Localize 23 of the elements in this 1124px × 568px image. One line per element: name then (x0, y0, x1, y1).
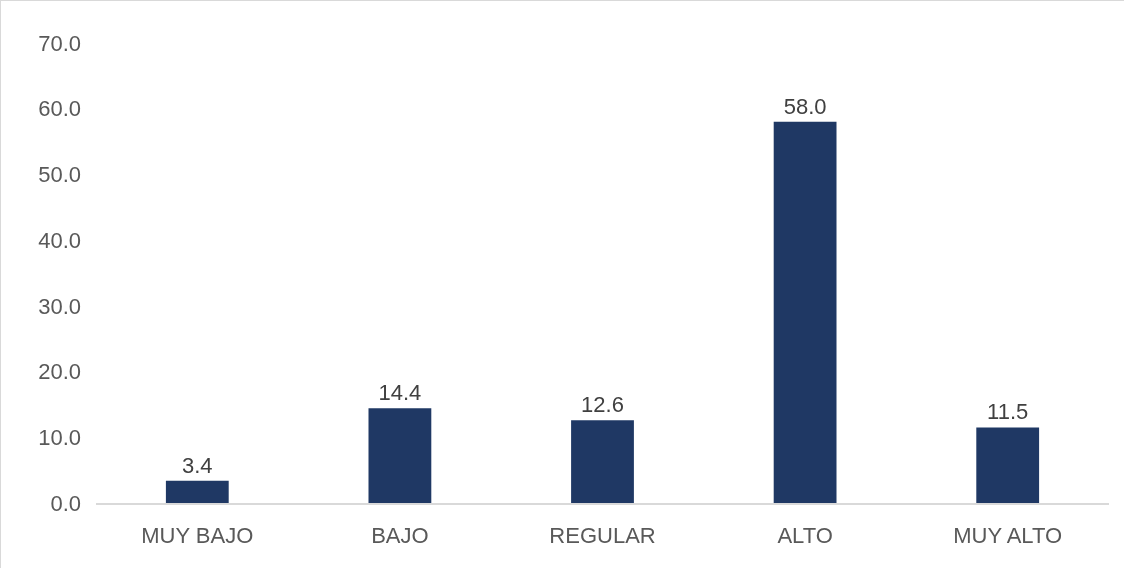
y-tick-label: 0.0 (50, 490, 81, 516)
x-tick-label: REGULAR (549, 523, 656, 549)
y-tick-label: 40.0 (38, 227, 81, 253)
bar (368, 408, 432, 503)
x-tick-label: ALTO (777, 523, 833, 549)
bar (773, 121, 837, 503)
y-tick-label: 20.0 (38, 359, 81, 385)
y-tick-label: 30.0 (38, 293, 81, 319)
data-label: 11.5 (987, 399, 1029, 425)
y-tick-label: 10.0 (38, 424, 81, 450)
data-label: 12.6 (581, 392, 624, 418)
y-tick-label: 60.0 (38, 96, 81, 122)
data-label: 58.0 (783, 93, 827, 119)
x-tick-label: BAJO (371, 523, 429, 549)
data-label: 3.4 (182, 452, 213, 478)
y-tick-label: 70.0 (38, 30, 81, 56)
bar (976, 427, 1040, 503)
bar (165, 480, 229, 503)
x-tick-label: MUY ALTO (953, 523, 1063, 549)
x-tick-label: MUY BAJO (141, 523, 254, 549)
bar (571, 420, 634, 503)
y-tick-label: 50.0 (38, 162, 81, 188)
data-label: 14.4 (378, 380, 422, 406)
